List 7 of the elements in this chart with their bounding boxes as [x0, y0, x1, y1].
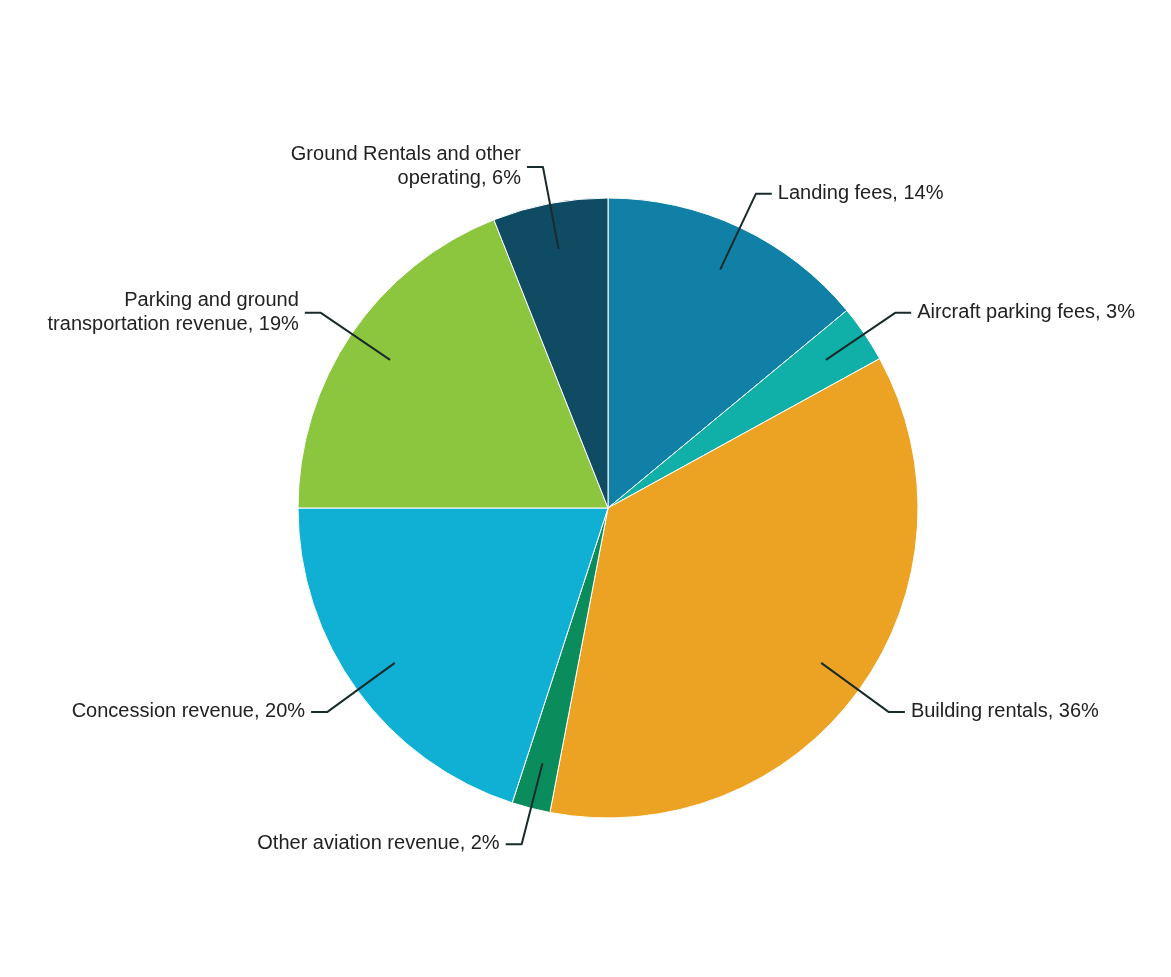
- slice-label: Building rentals, 36%: [910, 699, 1099, 722]
- slice-label: Other aviation revenue, 2%: [257, 831, 500, 854]
- slice-label: Landing fees, 14%: [777, 181, 944, 204]
- slice-label: Parking and ground transportation revenue, 19%: [47, 288, 300, 335]
- slice-label: Ground Rentals and other operating, 6%: [290, 142, 522, 189]
- slice-label: Aircraft parking fees, 3%: [917, 300, 1136, 323]
- slice-label: Concession revenue, 20%: [71, 699, 306, 722]
